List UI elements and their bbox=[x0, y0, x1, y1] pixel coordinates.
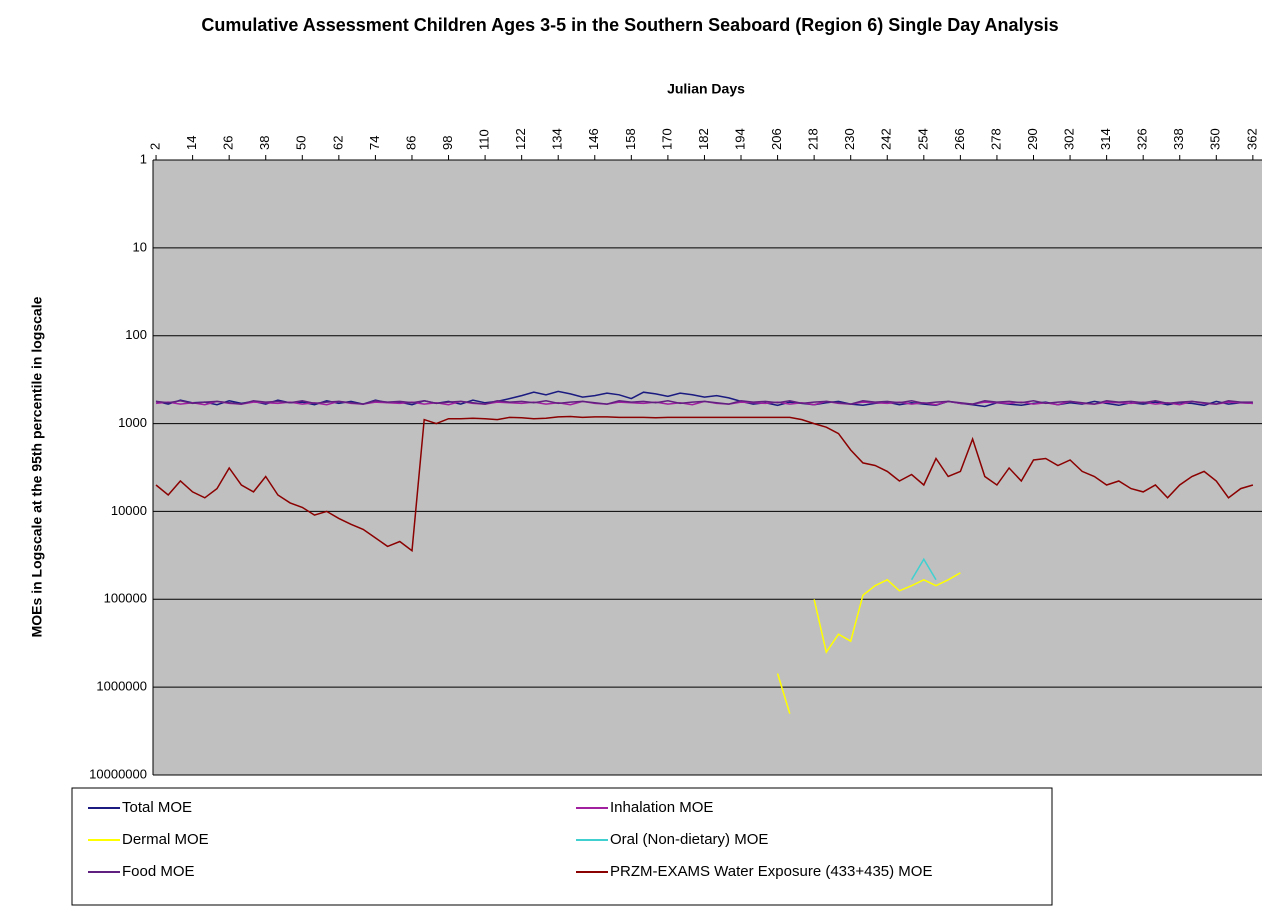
x-tick-label: 362 bbox=[1244, 128, 1259, 150]
legend-label: PRZM-EXAMS Water Exposure (433+435) MOE bbox=[610, 863, 932, 880]
series-line bbox=[155, 415, 1254, 553]
legend-label: Total MOE bbox=[122, 799, 192, 816]
legend-label: Inhalation MOE bbox=[610, 799, 713, 816]
x-tick-label: 206 bbox=[769, 128, 784, 150]
x-tick-label: 98 bbox=[440, 136, 455, 150]
x-tick-label: 110 bbox=[477, 129, 492, 150]
x-tick-label: 182 bbox=[696, 128, 711, 150]
chart-title: Cumulative Assessment Children Ages 3-5 … bbox=[201, 15, 1059, 35]
series-line bbox=[155, 400, 1253, 405]
x-tick-label: 158 bbox=[623, 128, 638, 150]
x-tick-label: 314 bbox=[1098, 128, 1113, 150]
x-tick-label: 218 bbox=[806, 128, 821, 150]
series-line bbox=[155, 390, 1253, 408]
x-tick-label: 38 bbox=[257, 136, 272, 150]
x-tick-label: 350 bbox=[1208, 128, 1223, 150]
x-axis-label: Julian Days bbox=[667, 81, 745, 97]
x-tick-label: 338 bbox=[1171, 128, 1186, 150]
legend-label: Dermal MOE bbox=[122, 831, 209, 848]
y-axis-label: MOEs in Logscale at the 95th percentile … bbox=[29, 296, 45, 637]
y-tick-label: 10000 bbox=[111, 503, 147, 518]
y-tick-label: 10 bbox=[133, 239, 147, 254]
y-tick-label: 1000000 bbox=[96, 679, 147, 694]
x-tick-label: 14 bbox=[184, 136, 199, 150]
x-tick-label: 122 bbox=[513, 128, 528, 150]
y-tick-label: 10000000 bbox=[89, 766, 147, 781]
legend-label: Oral (Non-dietary) MOE bbox=[610, 831, 768, 848]
x-tick-label: 74 bbox=[367, 136, 382, 150]
x-tick-label: 242 bbox=[879, 128, 894, 150]
x-tick-label: 266 bbox=[952, 128, 967, 150]
y-tick-label: 100000 bbox=[104, 591, 147, 606]
x-tick-label: 290 bbox=[1025, 128, 1040, 150]
series-line bbox=[776, 572, 961, 714]
x-tick-label: 50 bbox=[294, 136, 309, 150]
y-tick-label: 1 bbox=[140, 151, 147, 166]
plot-area bbox=[153, 160, 1262, 775]
x-tick-label: 326 bbox=[1135, 128, 1150, 150]
x-tick-label: 146 bbox=[586, 128, 601, 150]
x-tick-label: 2 bbox=[147, 143, 162, 150]
x-tick-label: 170 bbox=[659, 128, 674, 150]
x-tick-label: 26 bbox=[221, 136, 236, 150]
series-line bbox=[910, 557, 937, 581]
x-tick-label: 254 bbox=[915, 128, 930, 150]
x-tick-label: 302 bbox=[1061, 128, 1076, 150]
x-tick-label: 86 bbox=[403, 136, 418, 150]
legend bbox=[71, 787, 1053, 906]
x-tick-label: 194 bbox=[732, 128, 747, 150]
x-tick-label: 134 bbox=[550, 128, 565, 150]
y-tick-label: 100 bbox=[125, 327, 147, 342]
x-tick-label: 230 bbox=[842, 128, 857, 150]
y-tick-label: 1000 bbox=[118, 415, 147, 430]
x-tick-label: 278 bbox=[988, 128, 1003, 150]
legend-label: Food MOE bbox=[122, 863, 195, 880]
x-tick-label: 62 bbox=[330, 136, 345, 150]
